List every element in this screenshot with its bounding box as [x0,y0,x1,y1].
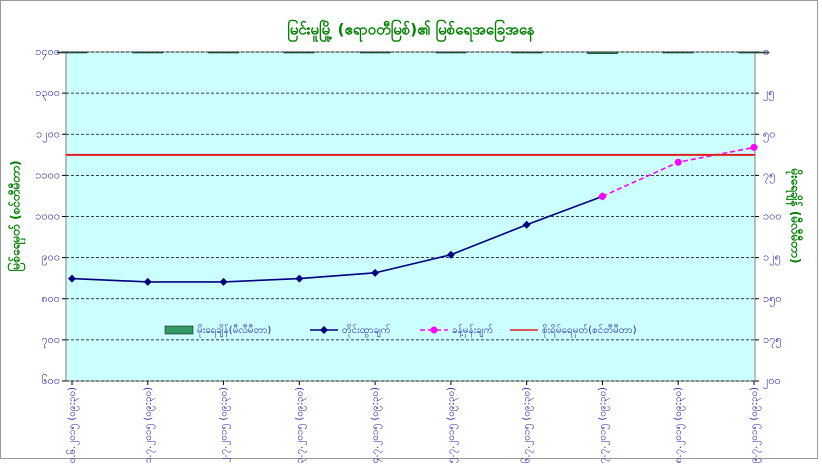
y2-tick-label: ၁၅၀ [763,292,782,307]
x-tick-label: ၁.၇.၂၀၁၅ (၀၉:၃၀) [143,387,156,463]
point [219,277,228,286]
legend-item: မိုးရေချိန်(မီလီမီတာ) [164,323,271,338]
x-tick-label: ၂.၇.၂၀၁၅ (၀၉:၃၀) [219,387,232,463]
y2-tick-label: ၂၀၀ [763,374,781,389]
x-tick-label: ၇.၇.၂၀၁၅ (၀၉:၃၀) [597,387,610,463]
point [598,192,606,200]
legend-marker [430,326,438,334]
y2-tick-label: ၁၀၀ [763,210,782,223]
y2-tick-label: ၂၅ [763,86,775,101]
rain-bar [511,51,542,54]
legend-marker [320,326,328,334]
rain-bar [738,51,770,54]
y2-tick-label: ၇၅ [763,168,775,183]
x-tick-label: ၄.၇.၂၀၁၅ (၀၉:၃၀) [370,387,383,463]
x-tick-label: ၉.၇.၂၀၁၅ (၀၉:၃၀) [749,387,762,463]
rain-bar [284,51,315,54]
point [143,277,152,286]
legend-label: စိုးရိမ်ရေမှတ်(စင်တီမီတာ) [542,323,637,338]
legend-item: ခန့်မှန်းချက် [420,323,493,338]
y-tick-label: ၉၀၀ [41,251,60,266]
y-tick-label: ၁၃၀၀ [35,86,60,101]
point [68,274,76,283]
rain-bar [662,51,694,54]
y-tick-label: ၇၀၀ [41,333,60,348]
rain-bar [359,51,391,54]
point [371,268,380,277]
y-tick-label: ၁၂၀၀ [36,127,60,142]
point [295,274,304,283]
y-tick-label: ၈၀၀ [41,292,60,305]
point [674,158,682,166]
y-tick-label: ၁၀၀၀ [35,210,60,223]
legend-item: စိုးရိမ်ရေမှတ်(စင်တီမီတာ) [510,323,637,338]
rain-bar [587,51,618,54]
y2-tick-label: ၀ [763,45,769,58]
y2-tick-label: ၁၇၅ [763,333,782,348]
legend-item: တိုင်းထွာချက် [310,323,391,338]
legend-label: မိုးရေချိန်(မီလီမီတာ) [197,323,271,338]
series-line [71,195,603,283]
x-tick-label: ၅.၇.၂၀၁၅ (၀၉:၃၀) [446,387,459,463]
point [522,220,531,229]
y-tick-label: ၁၁၀၀ [35,168,60,181]
legend-swatch [164,325,194,335]
legend-label: ခန့်မှန်းချက် [452,323,493,338]
rain-bar [56,51,88,54]
point [446,250,455,259]
legend-label: တိုင်းထွာချက် [342,323,391,338]
y2-tick-label: ၁၂၅ [763,251,781,266]
x-tick-label: ၃၀.၆.၂၀၁၅ (၀၉:၃၀) [65,387,80,464]
y-axis-title: မြစ်ရေမှတ် (စင်တီမီတာ) [6,160,27,271]
point [750,143,758,151]
rain-bar [132,51,164,54]
y2-tick-label: ၅၀ [763,127,775,142]
x-tick-label: ၆.၇.၂၀၁၅ (၀၉:၃၀) [520,387,535,463]
rain-bar [208,51,239,54]
rain-bar [435,51,467,54]
y-tick-label: ၁၄၀၀ [35,45,60,60]
x-tick-label: ၈.၇.၂၀၁၅ (၀၉:၃၀) [673,387,686,463]
y2-axis-title: မိုးရေချိန် (မီလီမီတာ) [785,168,805,264]
x-tick-label: ၃.၇.၂၀၁၅ (၀၉:၃၀) [294,387,307,463]
y-tick-label: ၆၀၀ [41,374,60,387]
